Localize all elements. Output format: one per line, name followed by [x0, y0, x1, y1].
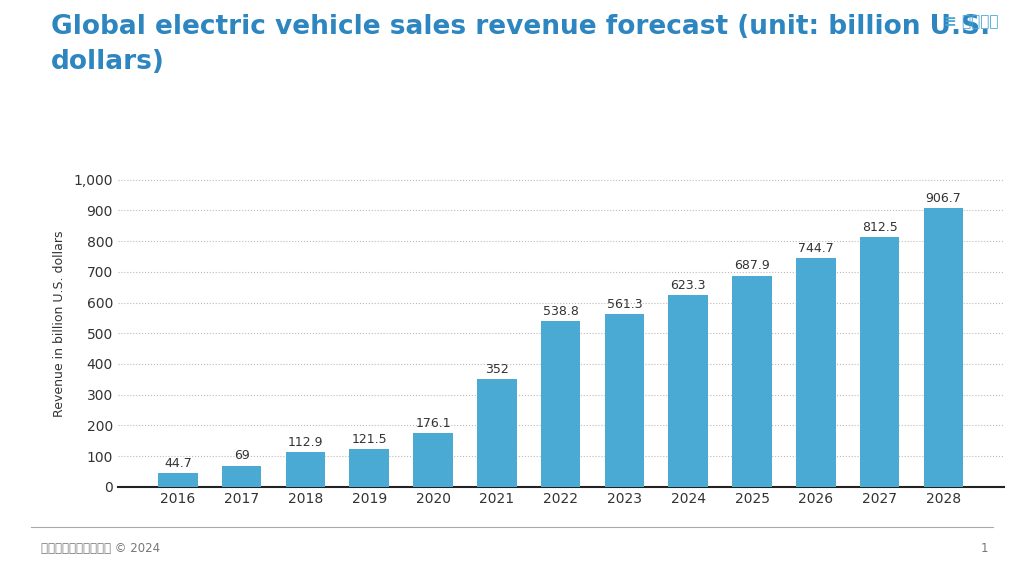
Text: 1: 1: [981, 542, 988, 555]
Bar: [732, 275, 772, 487]
Bar: [414, 433, 453, 487]
Text: 先行智庫股份有限公司 © 2024: 先行智庫股份有限公司 © 2024: [41, 542, 160, 555]
Text: 352: 352: [485, 362, 509, 376]
Text: dollars): dollars): [51, 49, 165, 75]
Bar: [796, 258, 836, 487]
Text: 906.7: 906.7: [926, 192, 962, 205]
Bar: [477, 378, 517, 487]
Y-axis label: Revenue in billion U.S. dollars: Revenue in billion U.S. dollars: [53, 231, 67, 417]
Bar: [860, 237, 899, 487]
Bar: [222, 465, 261, 487]
Text: 744.7: 744.7: [798, 242, 834, 255]
Bar: [349, 449, 389, 487]
Text: Global electric vehicle sales revenue forecast (unit: billion U.S.: Global electric vehicle sales revenue fo…: [51, 14, 990, 40]
Text: 538.8: 538.8: [543, 305, 579, 318]
Text: 121.5: 121.5: [351, 433, 387, 446]
Bar: [669, 295, 708, 487]
Bar: [541, 321, 581, 487]
Bar: [604, 314, 644, 487]
Text: 623.3: 623.3: [671, 279, 706, 292]
Text: 812.5: 812.5: [862, 221, 898, 234]
Text: 176.1: 176.1: [415, 416, 451, 430]
Text: 561.3: 561.3: [606, 298, 642, 311]
Bar: [924, 209, 964, 487]
Bar: [286, 452, 326, 487]
Text: ≡ 先行智庫: ≡ 先行智庫: [944, 14, 998, 29]
Text: 112.9: 112.9: [288, 436, 324, 449]
Text: 69: 69: [233, 449, 250, 463]
Bar: [158, 473, 198, 487]
Text: 44.7: 44.7: [164, 457, 191, 470]
Text: 687.9: 687.9: [734, 259, 770, 272]
